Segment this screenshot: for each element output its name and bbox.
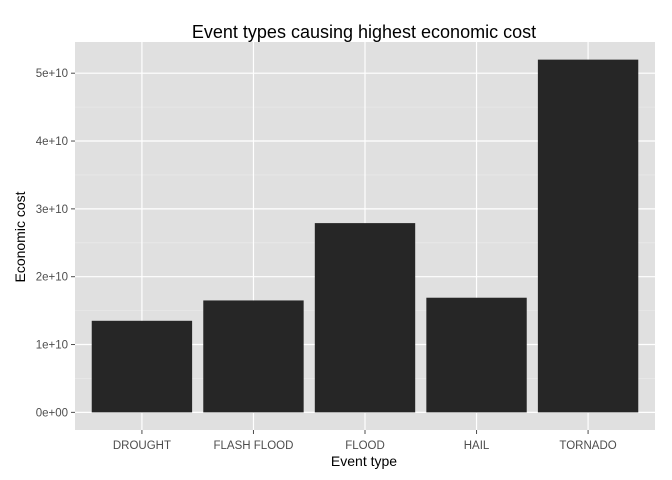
y-tick-label: 1e+10 <box>36 340 68 352</box>
x-tick-label: TORNADO <box>559 440 616 452</box>
x-axis-ticks: DROUGHT FLASH FLOOD FLOOD HAIL TORNADO <box>113 430 617 452</box>
bar-drought <box>91 320 193 413</box>
x-tick-label: DROUGHT <box>113 440 171 452</box>
x-tick-label: HAIL <box>464 440 490 452</box>
x-axis-title: Event type <box>331 453 397 469</box>
bars <box>91 59 639 413</box>
x-tick-label: FLASH FLOOD <box>214 440 294 452</box>
y-tick-label: 0e+00 <box>36 407 68 419</box>
y-tick-label: 5e+10 <box>36 68 68 80</box>
x-tick-label: FLOOD <box>345 440 385 452</box>
chart-title: Event types causing highest economic cos… <box>192 22 536 42</box>
y-tick-label: 2e+10 <box>36 272 68 284</box>
bar-flood <box>314 223 416 413</box>
bar-flash-flood <box>203 300 304 413</box>
y-tick-label: 3e+10 <box>36 204 68 216</box>
bar-hail <box>426 297 527 413</box>
y-tick-label: 4e+10 <box>36 136 68 148</box>
y-axis-title: Economic cost <box>12 191 28 282</box>
y-axis-ticks: 0e+00 1e+10 2e+10 3e+10 4e+10 5e+10 <box>36 68 75 419</box>
bar-tornado <box>537 59 639 413</box>
